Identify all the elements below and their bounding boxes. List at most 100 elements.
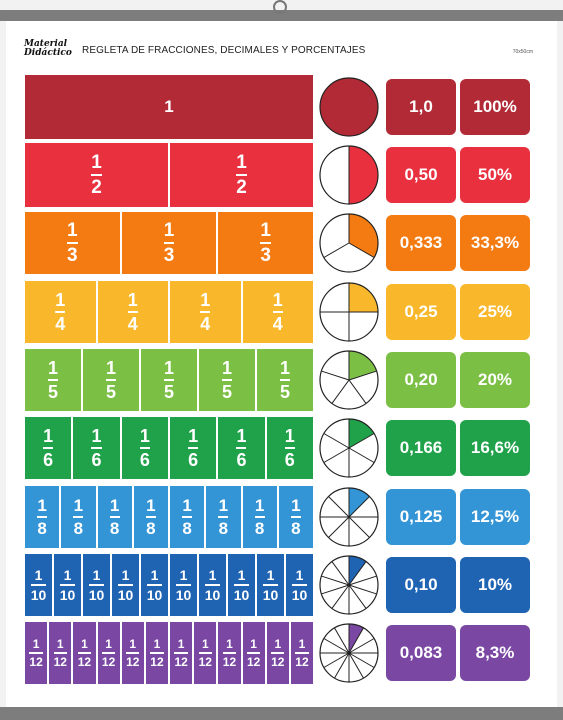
pie-filled-slice — [349, 488, 370, 517]
pie-divider — [323, 652, 350, 668]
pie-divider — [328, 516, 350, 538]
fraction-bar — [127, 311, 138, 313]
pie-divider — [321, 370, 350, 381]
fraction-bar — [126, 652, 140, 654]
brand-logo: Material Didáctico — [24, 40, 72, 58]
fraction-label: 1 12 — [246, 638, 261, 668]
fraction-numerator: 1 — [32, 637, 40, 651]
fraction-numerator: 1 — [237, 567, 246, 583]
fraction-denominator: 5 — [105, 382, 116, 402]
fraction-numerator: 1 — [146, 496, 156, 515]
pie-circle-5 — [319, 350, 379, 410]
decimal-value-box: 0,333 — [386, 215, 456, 271]
fraction-numerator: 1 — [298, 637, 306, 651]
fraction-numerator: 1 — [208, 567, 217, 583]
pie-divider — [328, 496, 350, 518]
fraction-numerator: 1 — [201, 637, 209, 651]
fraction-numerator: 1 — [226, 637, 233, 651]
fraction-piece: 1 12 — [242, 622, 267, 684]
fraction-numerator: 1 — [254, 496, 265, 515]
fraction-bar — [37, 516, 48, 518]
fraction-label: 1 10 — [175, 567, 192, 602]
pie-filled-slice — [349, 556, 367, 585]
fraction-bar — [53, 652, 67, 654]
fraction-bar — [117, 584, 134, 586]
fraction-bar — [262, 584, 279, 586]
fraction-label: 1 10 — [117, 567, 134, 602]
fraction-bar — [204, 584, 221, 586]
pie-divider — [323, 242, 350, 258]
fraction-numerator: 1 — [91, 426, 102, 446]
fraction-denominator: 10 — [233, 587, 250, 603]
fraction-bar — [163, 242, 175, 244]
percent-value-box: 25% — [460, 284, 530, 340]
fraction-numerator: 1 — [109, 496, 120, 515]
fraction-numerator: 1 — [105, 637, 112, 651]
fraction-numerator: 1 — [295, 567, 304, 583]
fraction-numerator: 1 — [121, 567, 130, 583]
fraction-label: 1 10 — [146, 568, 163, 602]
fraction-numerator: 1 — [236, 426, 247, 446]
fraction-numerator: 1 — [266, 567, 275, 583]
pie-circle-3 — [319, 213, 379, 273]
percent-value-box: 16,6% — [460, 420, 530, 476]
fraction-bar — [105, 379, 116, 381]
fraction-bar — [145, 516, 156, 518]
percent-value-box: 12,5% — [460, 489, 530, 545]
fraction-piece: 1 10 — [141, 554, 170, 616]
pie-outline — [319, 350, 379, 410]
pie-divider — [348, 370, 377, 381]
fraction-denominator: 8 — [218, 519, 229, 538]
fraction-denominator: 10 — [30, 587, 47, 603]
fraction-denominator: 6 — [188, 450, 199, 470]
fraction-numerator: 1 — [291, 496, 301, 515]
fraction-numerator: 1 — [200, 290, 211, 310]
fraction-bar — [59, 584, 76, 586]
fraction-denominator: 12 — [77, 655, 92, 669]
fraction-denominator: 10 — [88, 587, 105, 603]
percent-value-box: 100% — [460, 79, 530, 135]
fraction-denominator: 12 — [198, 655, 212, 669]
pie-circle-4 — [319, 282, 379, 342]
fraction-denominator: 5 — [221, 382, 232, 402]
fraction-piece: 1 12 — [73, 622, 98, 684]
fraction-bar — [222, 652, 237, 654]
fraction-label: 1 12 — [174, 638, 188, 668]
fraction-denominator: 8 — [146, 519, 156, 538]
percent-value-box: 8,3% — [460, 625, 530, 681]
fraction-denominator: 6 — [91, 450, 102, 470]
fraction-piece: 1 10 — [228, 554, 257, 616]
hanger-top-rod — [0, 10, 563, 21]
fraction-numerator: 1 — [92, 567, 101, 583]
fraction-piece: 1 — [25, 75, 313, 139]
fraction-numerator: 1 — [179, 567, 188, 583]
pie-circle-2 — [319, 145, 379, 205]
fraction-denominator: 4 — [272, 314, 283, 334]
fraction-piece: 1 12 — [290, 622, 314, 684]
fraction-piece: 1 10 — [83, 554, 112, 616]
pie-filled-slice — [349, 283, 378, 312]
fraction-denominator: 8 — [37, 519, 47, 538]
pie-divider — [348, 447, 375, 463]
fraction-denominator: 8 — [109, 519, 120, 538]
pie-circle-8 — [319, 487, 379, 547]
fraction-bar — [175, 584, 192, 586]
fraction-bar — [101, 652, 116, 654]
